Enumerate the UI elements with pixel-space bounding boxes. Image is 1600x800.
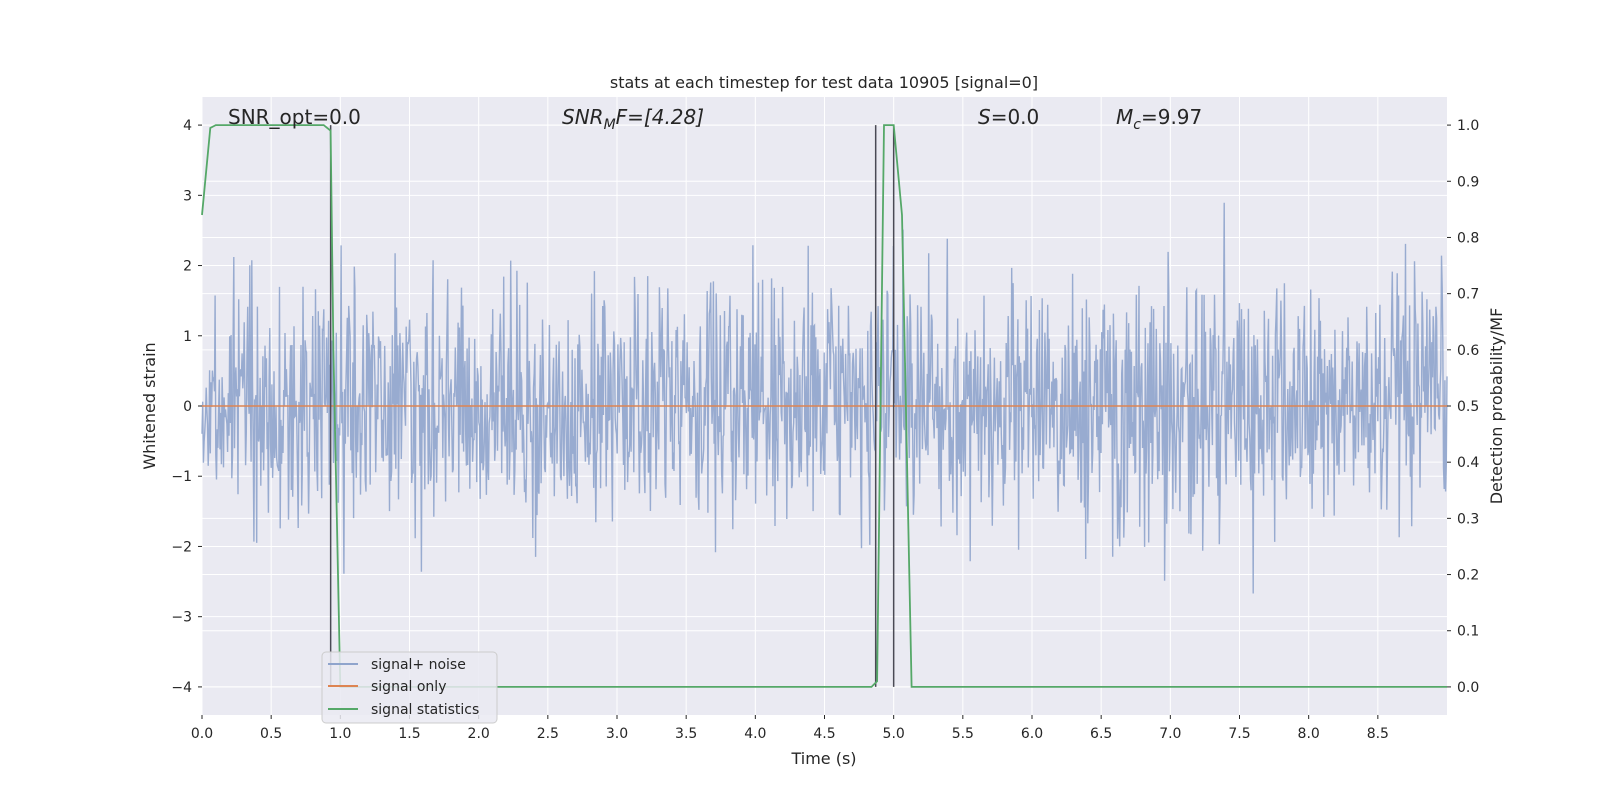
y-right-tick-label-0: 0.0 — [1457, 680, 1479, 696]
y-right-tick-label-9: 0.9 — [1457, 174, 1479, 190]
annotation-snr-mf-sub: M — [604, 117, 616, 133]
y-left-tick-label-7: 3 — [183, 188, 192, 204]
y-right-tick-label-6: 0.6 — [1457, 343, 1479, 359]
x-tick-label-12: 6.0 — [1021, 726, 1043, 742]
annotation-s: S=0.0 — [978, 105, 1039, 129]
y-right-tick-label-7: 0.7 — [1457, 287, 1479, 303]
annotation-mc: Mc=9.97 — [1116, 105, 1202, 133]
x-tick-label-9: 4.5 — [813, 726, 835, 742]
y-left-axis-label: Whitened strain — [140, 342, 159, 469]
annotation-mc-value: =9.97 — [1141, 105, 1202, 129]
y-left-tick-label-6: 2 — [183, 259, 192, 275]
y-right-tick-label-4: 0.4 — [1457, 455, 1479, 471]
x-tick-label-10: 5.0 — [883, 726, 905, 742]
y-left-tick-label-2: −2 — [171, 539, 192, 555]
y-right-tick-label-3: 0.3 — [1457, 511, 1479, 527]
x-tick-label-13: 6.5 — [1090, 726, 1112, 742]
y-right-tick-label-10: 1.0 — [1457, 118, 1479, 134]
x-tick-label-16: 8.0 — [1298, 726, 1320, 742]
y-right-tick-label-8: 0.8 — [1457, 230, 1479, 246]
y-right-axis-ticks: 0.0 0.1 0.2 0.3 0.4 0.5 0.6 0.7 0.8 0.9 1.0 — [1447, 118, 1479, 696]
y-right-tick-label-2: 0.2 — [1457, 568, 1479, 584]
x-tick-label-5: 2.5 — [537, 726, 559, 742]
x-tick-label-17: 8.5 — [1367, 726, 1389, 742]
legend-box — [321, 651, 498, 724]
y-left-tick-label-0: −4 — [171, 680, 192, 696]
legend-label-signal-only: signal only — [371, 679, 446, 695]
x-tick-label-3: 1.5 — [398, 726, 420, 742]
legend-label-signal-noise: signal+ noise — [371, 657, 466, 673]
legend-label-signal-statistics: signal statistics — [371, 702, 479, 718]
x-tick-label-1: 0.5 — [260, 726, 282, 742]
x-tick-label-11: 5.5 — [952, 726, 974, 742]
annotation-snr-mf: SNRMF=[4.28] — [562, 105, 704, 133]
y-left-tick-label-5: 1 — [183, 329, 192, 345]
annotation-mc-sub: c — [1133, 117, 1141, 133]
y-left-tick-label-3: −1 — [171, 469, 192, 485]
annotation-snr-mf-base: SNR — [562, 105, 604, 129]
x-axis-ticks: 0.0 0.5 1.0 1.5 2.0 2.5 3.0 3.5 4.0 4.5 5.0 5.5 6.0 6… — [191, 715, 1389, 742]
vertical-markers — [329, 125, 895, 687]
annotation-s-value: =0.0 — [991, 105, 1040, 129]
x-axis-label: Time (s) — [790, 749, 856, 768]
y-left-tick-label-1: −3 — [171, 610, 192, 626]
y-left-tick-label-4: 0 — [183, 399, 192, 415]
x-tick-label-0: 0.0 — [191, 726, 213, 742]
annotation-snr-mf-rest: F=[4.28] — [616, 105, 704, 129]
x-tick-label-4: 2.0 — [468, 726, 490, 742]
y-right-tick-label-1: 0.1 — [1457, 624, 1479, 640]
x-tick-label-8: 4.0 — [744, 726, 766, 742]
legend: signal+ noise signal only signal statist… — [321, 651, 498, 724]
y-left-axis-ticks: −4 −3 −2 −1 0 1 2 3 4 — [171, 118, 202, 696]
x-tick-label-6: 3.0 — [606, 726, 628, 742]
y-left-tick-label-8: 4 — [183, 118, 192, 134]
x-tick-label-7: 3.5 — [675, 726, 697, 742]
annotation-s-symbol: S — [978, 105, 991, 129]
series-signal-noise-line — [201, 202, 1448, 594]
x-tick-label-15: 7.5 — [1228, 726, 1250, 742]
chart-title: stats at each timestep for test data 109… — [610, 73, 1038, 92]
y-right-tick-label-5: 0.5 — [1457, 399, 1479, 415]
x-tick-label-2: 1.0 — [329, 726, 351, 742]
x-tick-label-14: 7.0 — [1159, 726, 1181, 742]
y-right-axis-label: Detection probability/MF — [1487, 308, 1506, 505]
annotation-snr-opt: SNR_opt=0.0 — [228, 105, 361, 129]
annotation-mc-base: M — [1116, 105, 1133, 129]
series-signal-noise — [201, 202, 1448, 594]
